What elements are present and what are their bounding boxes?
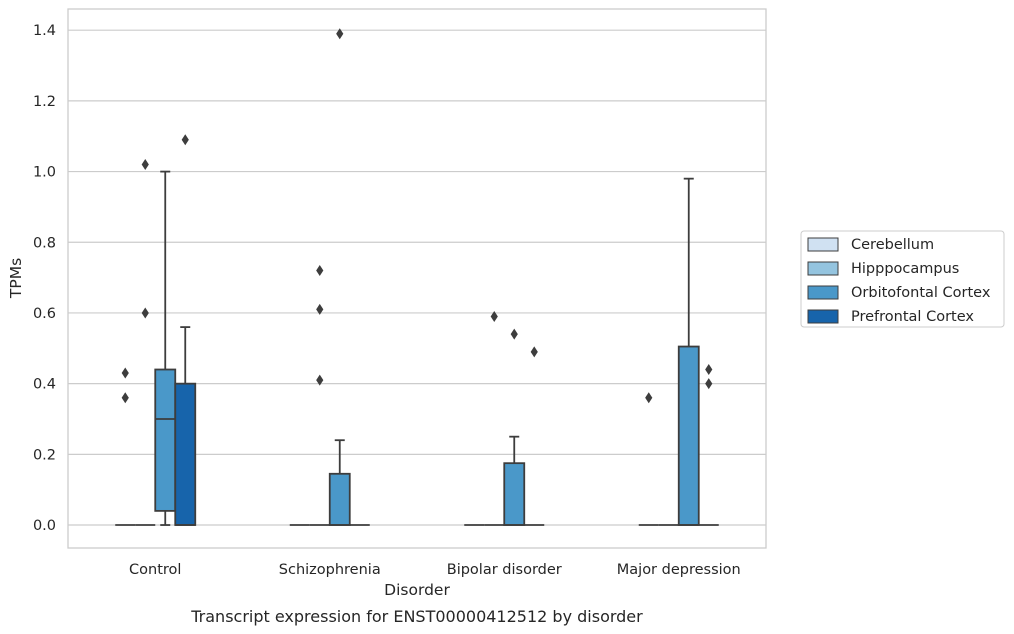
legend-item-cerebellum: Cerebellum xyxy=(807,237,934,253)
outlier-points xyxy=(121,28,713,404)
x-tick-label: Major depression xyxy=(617,562,741,578)
y-tick-label: 1.4 xyxy=(33,23,56,39)
box-body xyxy=(154,368,177,512)
outlier-marker xyxy=(181,134,189,146)
legend-swatch xyxy=(807,309,839,324)
figure-caption: Transcript expression for ENST0000041251… xyxy=(190,607,643,626)
y-tick-label: 0.8 xyxy=(33,235,56,251)
x-tick-label: Bipolar disorder xyxy=(447,562,562,578)
y-axis-label: TPMs xyxy=(7,258,25,299)
box-plots xyxy=(115,170,719,526)
legend-label: Prefrontal Cortex xyxy=(851,309,974,325)
box-major-depression-orbitofontal-cortex xyxy=(677,177,700,526)
legend-swatch xyxy=(807,261,839,276)
box-schizophrenia-orbitofontal-cortex xyxy=(328,439,351,526)
x-tick-label: Control xyxy=(129,562,181,578)
x-tick-labels: Control Schizophrenia Bipolar disorder Majo… xyxy=(129,562,741,578)
legend-item-prefrontal-cortex: Prefrontal Cortex xyxy=(807,309,974,325)
legend-item-orbitofontal-cortex: Orbitofontal Cortex xyxy=(807,285,991,301)
x-tick-label: Schizophrenia xyxy=(279,562,381,578)
outlier-marker xyxy=(645,392,653,404)
legend-frame xyxy=(800,230,1005,328)
legend-swatch xyxy=(807,285,839,300)
legend-label: Cerebellum xyxy=(851,237,934,253)
outlier-marker xyxy=(316,374,324,386)
legend-label: Hipppocampus xyxy=(851,261,959,277)
outlier-marker xyxy=(705,378,713,390)
outlier-marker xyxy=(141,159,149,171)
outlier-marker xyxy=(121,392,129,404)
box-control-prefrontal-cortex xyxy=(174,326,197,526)
y-tick-label: 1.0 xyxy=(33,165,56,181)
outlier-marker xyxy=(121,367,129,379)
outlier-marker xyxy=(530,346,538,358)
y-tick-label: 0.0 xyxy=(33,518,56,534)
outlier-marker xyxy=(510,328,518,340)
outlier-marker xyxy=(316,265,324,277)
box-body xyxy=(174,382,197,526)
y-tick-label: 0.2 xyxy=(33,447,56,463)
outlier-marker xyxy=(316,303,324,315)
y-tick-labels: 0.0 0.2 0.4 0.6 0.8 1.0 1.2 1.4 xyxy=(33,23,56,534)
y-tick-label: 0.4 xyxy=(33,377,56,393)
x-axis-label: Disorder xyxy=(384,581,450,599)
legend: Cerebellum Hipppocampus Orbitofontal Corte… xyxy=(800,230,1005,328)
y-tick-label: 1.2 xyxy=(33,94,56,110)
legend-item-hipppocampus: Hipppocampus xyxy=(807,261,959,277)
box-bipolar-disorder-orbitofontal-cortex xyxy=(503,435,526,526)
outlier-marker xyxy=(490,310,498,322)
box-control-orbitofontal-cortex xyxy=(154,170,177,526)
box-body xyxy=(677,345,700,526)
box-body xyxy=(503,462,526,526)
outlier-marker xyxy=(141,307,149,319)
outlier-marker xyxy=(336,28,344,40)
legend-swatch xyxy=(807,237,839,252)
legend-label: Orbitofontal Cortex xyxy=(851,285,991,301)
outlier-marker xyxy=(705,364,713,376)
plot-frame xyxy=(67,8,767,549)
box-body xyxy=(328,472,351,526)
y-tick-label: 0.6 xyxy=(33,306,56,322)
